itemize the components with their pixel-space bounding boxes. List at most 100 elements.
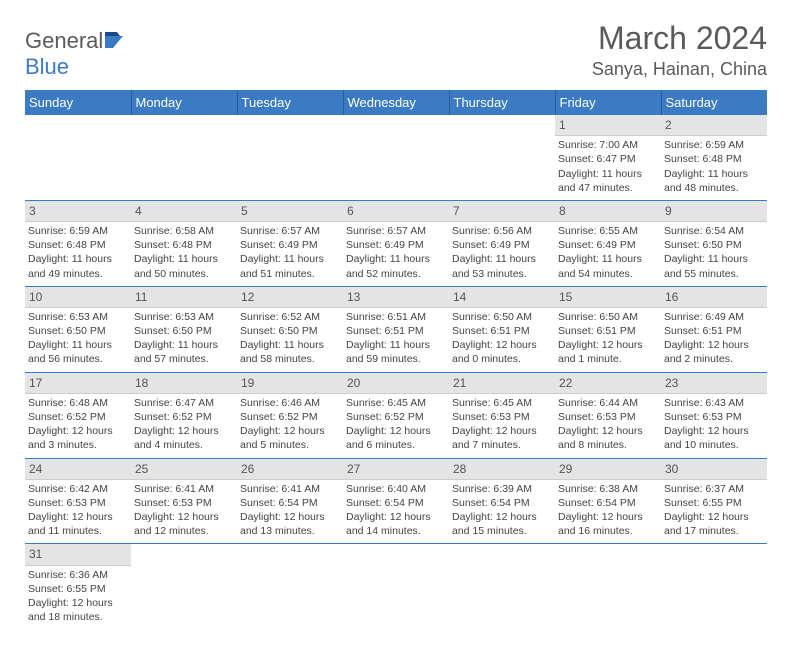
sunrise-text: Sunrise: 6:47 AM xyxy=(134,396,234,410)
calendar-week: 1Sunrise: 7:00 AMSunset: 6:47 PMDaylight… xyxy=(25,115,767,200)
day-number: 9 xyxy=(661,201,767,222)
day-number: 20 xyxy=(343,373,449,394)
weekday-header: Wednesday xyxy=(343,90,449,115)
sunrise-text: Sunrise: 6:39 AM xyxy=(452,482,552,496)
sunset-text: Sunset: 6:52 PM xyxy=(134,410,234,424)
day-body: Sunrise: 6:57 AMSunset: 6:49 PMDaylight:… xyxy=(343,222,449,286)
calendar-day: 19Sunrise: 6:46 AMSunset: 6:52 PMDayligh… xyxy=(237,372,343,458)
flag-icon xyxy=(105,28,127,54)
sunrise-text: Sunrise: 6:38 AM xyxy=(558,482,658,496)
day-number: 31 xyxy=(25,544,131,565)
weekday-header: Saturday xyxy=(661,90,767,115)
daylight-text: Daylight: 12 hours and 0 minutes. xyxy=(452,338,552,366)
day-number xyxy=(449,115,555,135)
calendar-day xyxy=(661,544,767,629)
day-body: Sunrise: 6:45 AMSunset: 6:52 PMDaylight:… xyxy=(343,394,449,458)
day-number: 8 xyxy=(555,201,661,222)
day-body: Sunrise: 6:53 AMSunset: 6:50 PMDaylight:… xyxy=(131,308,237,372)
calendar-day: 31Sunrise: 6:36 AMSunset: 6:55 PMDayligh… xyxy=(25,544,131,629)
calendar-day: 2Sunrise: 6:59 AMSunset: 6:48 PMDaylight… xyxy=(661,115,767,200)
daylight-text: Daylight: 12 hours and 1 minute. xyxy=(558,338,658,366)
day-body: Sunrise: 6:43 AMSunset: 6:53 PMDaylight:… xyxy=(661,394,767,458)
day-number: 1 xyxy=(555,115,661,136)
calendar-day: 20Sunrise: 6:45 AMSunset: 6:52 PMDayligh… xyxy=(343,372,449,458)
day-number: 23 xyxy=(661,373,767,394)
sunrise-text: Sunrise: 6:59 AM xyxy=(664,138,764,152)
daylight-text: Daylight: 11 hours and 51 minutes. xyxy=(240,252,340,280)
day-number xyxy=(131,115,237,135)
daylight-text: Daylight: 11 hours and 50 minutes. xyxy=(134,252,234,280)
calendar-day: 22Sunrise: 6:44 AMSunset: 6:53 PMDayligh… xyxy=(555,372,661,458)
day-number: 16 xyxy=(661,287,767,308)
calendar-day: 30Sunrise: 6:37 AMSunset: 6:55 PMDayligh… xyxy=(661,458,767,544)
weekday-header: Monday xyxy=(131,90,237,115)
sunset-text: Sunset: 6:48 PM xyxy=(664,152,764,166)
day-number xyxy=(25,115,131,135)
daylight-text: Daylight: 12 hours and 8 minutes. xyxy=(558,424,658,452)
daylight-text: Daylight: 12 hours and 5 minutes. xyxy=(240,424,340,452)
weekday-header: Friday xyxy=(555,90,661,115)
calendar-day: 8Sunrise: 6:55 AMSunset: 6:49 PMDaylight… xyxy=(555,200,661,286)
daylight-text: Daylight: 12 hours and 4 minutes. xyxy=(134,424,234,452)
calendar-day: 23Sunrise: 6:43 AMSunset: 6:53 PMDayligh… xyxy=(661,372,767,458)
day-body xyxy=(25,135,131,191)
daylight-text: Daylight: 11 hours and 54 minutes. xyxy=(558,252,658,280)
day-number xyxy=(555,544,661,564)
daylight-text: Daylight: 11 hours and 56 minutes. xyxy=(28,338,128,366)
sunset-text: Sunset: 6:53 PM xyxy=(28,496,128,510)
daylight-text: Daylight: 11 hours and 47 minutes. xyxy=(558,167,658,195)
sunset-text: Sunset: 6:51 PM xyxy=(558,324,658,338)
sunset-text: Sunset: 6:50 PM xyxy=(240,324,340,338)
calendar-day: 1Sunrise: 7:00 AMSunset: 6:47 PMDaylight… xyxy=(555,115,661,200)
title-block: March 2024 Sanya, Hainan, China xyxy=(592,20,767,80)
sunrise-text: Sunrise: 6:44 AM xyxy=(558,396,658,410)
calendar-day: 17Sunrise: 6:48 AMSunset: 6:52 PMDayligh… xyxy=(25,372,131,458)
calendar-day xyxy=(237,115,343,200)
calendar-day xyxy=(343,115,449,200)
day-number: 5 xyxy=(237,201,343,222)
sunset-text: Sunset: 6:51 PM xyxy=(664,324,764,338)
calendar-head: SundayMondayTuesdayWednesdayThursdayFrid… xyxy=(25,90,767,115)
day-body: Sunrise: 6:37 AMSunset: 6:55 PMDaylight:… xyxy=(661,480,767,544)
location: Sanya, Hainan, China xyxy=(592,59,767,80)
calendar-day xyxy=(555,544,661,629)
calendar-week: 24Sunrise: 6:42 AMSunset: 6:53 PMDayligh… xyxy=(25,458,767,544)
sunset-text: Sunset: 6:51 PM xyxy=(346,324,446,338)
calendar-day: 5Sunrise: 6:57 AMSunset: 6:49 PMDaylight… xyxy=(237,200,343,286)
calendar-day: 12Sunrise: 6:52 AMSunset: 6:50 PMDayligh… xyxy=(237,286,343,372)
day-number xyxy=(343,115,449,135)
weekday-row: SundayMondayTuesdayWednesdayThursdayFrid… xyxy=(25,90,767,115)
day-number xyxy=(449,544,555,564)
day-number: 24 xyxy=(25,459,131,480)
day-number xyxy=(237,115,343,135)
day-body: Sunrise: 6:50 AMSunset: 6:51 PMDaylight:… xyxy=(555,308,661,372)
calendar-week: 10Sunrise: 6:53 AMSunset: 6:50 PMDayligh… xyxy=(25,286,767,372)
daylight-text: Daylight: 12 hours and 16 minutes. xyxy=(558,510,658,538)
calendar-day: 21Sunrise: 6:45 AMSunset: 6:53 PMDayligh… xyxy=(449,372,555,458)
calendar-page: GeneralBlue March 2024 Sanya, Hainan, Ch… xyxy=(0,0,792,649)
day-body: Sunrise: 6:59 AMSunset: 6:48 PMDaylight:… xyxy=(661,136,767,200)
sunset-text: Sunset: 6:55 PM xyxy=(664,496,764,510)
calendar-day: 15Sunrise: 6:50 AMSunset: 6:51 PMDayligh… xyxy=(555,286,661,372)
day-body xyxy=(131,135,237,191)
day-number: 28 xyxy=(449,459,555,480)
day-number xyxy=(131,544,237,564)
weekday-header: Sunday xyxy=(25,90,131,115)
calendar-week: 17Sunrise: 6:48 AMSunset: 6:52 PMDayligh… xyxy=(25,372,767,458)
day-body: Sunrise: 6:47 AMSunset: 6:52 PMDaylight:… xyxy=(131,394,237,458)
day-body: Sunrise: 6:39 AMSunset: 6:54 PMDaylight:… xyxy=(449,480,555,544)
day-number: 14 xyxy=(449,287,555,308)
day-body: Sunrise: 6:49 AMSunset: 6:51 PMDaylight:… xyxy=(661,308,767,372)
calendar-day xyxy=(343,544,449,629)
calendar-day: 26Sunrise: 6:41 AMSunset: 6:54 PMDayligh… xyxy=(237,458,343,544)
calendar-day: 18Sunrise: 6:47 AMSunset: 6:52 PMDayligh… xyxy=(131,372,237,458)
sunrise-text: Sunrise: 6:59 AM xyxy=(28,224,128,238)
daylight-text: Daylight: 12 hours and 12 minutes. xyxy=(134,510,234,538)
day-body: Sunrise: 6:42 AMSunset: 6:53 PMDaylight:… xyxy=(25,480,131,544)
day-number xyxy=(343,544,449,564)
sunrise-text: Sunrise: 6:51 AM xyxy=(346,310,446,324)
day-body: Sunrise: 6:36 AMSunset: 6:55 PMDaylight:… xyxy=(25,566,131,630)
sunrise-text: Sunrise: 6:57 AM xyxy=(240,224,340,238)
daylight-text: Daylight: 11 hours and 52 minutes. xyxy=(346,252,446,280)
sunrise-text: Sunrise: 6:50 AM xyxy=(452,310,552,324)
